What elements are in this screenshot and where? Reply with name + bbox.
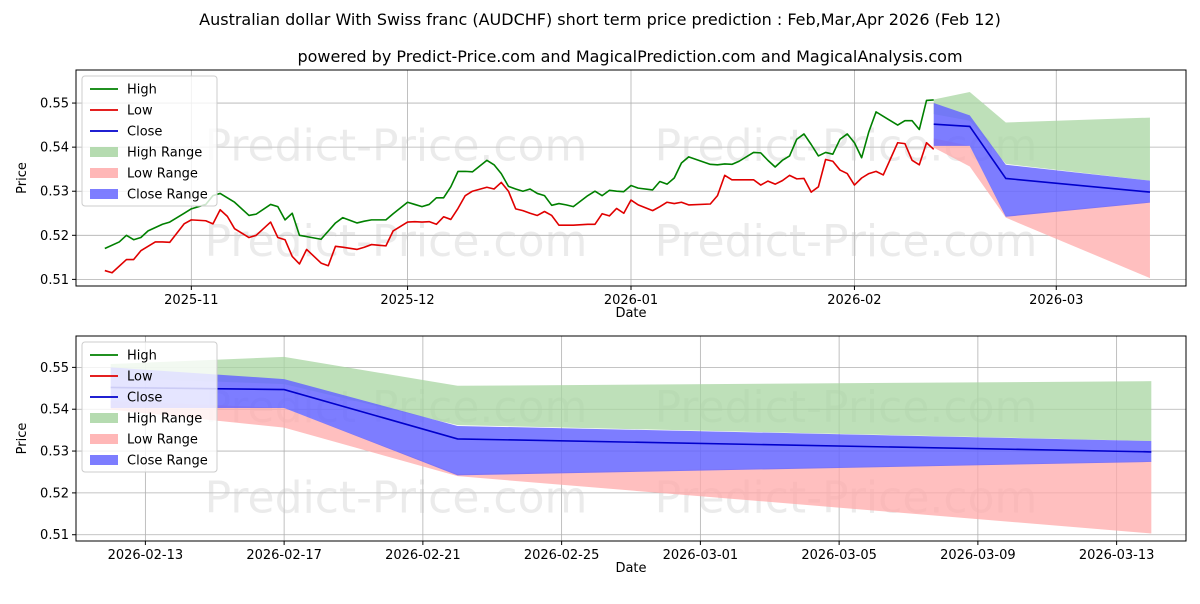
y-tick-label: 0.53	[40, 445, 69, 460]
close-series-line	[933, 123, 1151, 193]
y-tick-label: 0.55	[40, 361, 69, 376]
chart-subtitle: powered by Predict-Price.com and Magical…	[297, 47, 962, 66]
x-tick-label: 2026-03-05	[801, 548, 877, 563]
y-tick-label: 0.51	[40, 528, 69, 543]
x-axis-label: Date	[615, 306, 646, 321]
x-axis-label: Date	[615, 561, 646, 576]
legend-label: Close	[127, 125, 162, 140]
y-axis-label: Price	[15, 423, 30, 455]
legend: High Low Close High Range Low Range Close Ran…	[81, 341, 218, 473]
x-tick-label: 2026-02	[827, 293, 881, 308]
close-range-band	[110, 367, 1152, 476]
watermark-text: Predict-Price.com	[655, 216, 1038, 267]
legend-swatch-low-range	[90, 434, 118, 444]
chart-title: Australian dollar With Swiss franc (AUDC…	[199, 10, 1001, 29]
legend-label: Low	[127, 370, 153, 385]
history-panel: Predict-Price.com Predict-Price.com Predic…	[15, 69, 1187, 321]
y-tick-label: 0.54	[40, 141, 69, 156]
watermark-text: Predict-Price.com	[205, 121, 588, 172]
legend: High Low Close High Range Low Range Close Ran…	[81, 75, 218, 207]
plot-frame	[75, 335, 1187, 542]
x-tick-label: 2025-12	[380, 293, 434, 308]
x-tick-label: 2026-02-13	[108, 548, 184, 563]
x-tick-label: 2026-03	[1029, 293, 1083, 308]
legend-label: High	[127, 83, 157, 98]
y-tick-label: 0.52	[40, 229, 69, 244]
legend-label: Close	[127, 391, 162, 406]
y-tick-label: 0.53	[40, 185, 69, 200]
x-tick-label: 2026-01	[604, 293, 658, 308]
y-tick-label: 0.54	[40, 403, 69, 418]
legend-label: High Range	[127, 412, 202, 427]
x-tick-label: 2026-02-21	[385, 548, 461, 563]
high-range-band	[933, 92, 1150, 181]
x-tick-label: 2026-03-09	[940, 548, 1016, 563]
close-range-band	[933, 103, 1150, 217]
legend-label: Low	[127, 104, 153, 119]
legend-swatch-high-range	[90, 147, 118, 157]
x-tick-label: 2026-03-01	[663, 548, 739, 563]
legend-swatch-close-range	[90, 455, 118, 465]
x-tick-label: 2026-03-13	[1079, 548, 1155, 563]
y-tick-label: 0.51	[40, 273, 69, 288]
legend-swatch-high-range	[90, 413, 118, 423]
x-tick-label: 2026-02-25	[524, 548, 600, 563]
legend-label: Low Range	[127, 167, 198, 182]
legend-label: Close Range	[127, 188, 208, 203]
low-range-band	[933, 138, 1150, 279]
watermark-text: Predict-Price.com	[205, 216, 588, 267]
low-series-line	[104, 141, 935, 274]
x-tick-label: 2026-02-17	[246, 548, 322, 563]
high-range-band	[110, 356, 1152, 442]
y-axis-label: Price	[15, 162, 30, 194]
legend-label: Close Range	[127, 454, 208, 469]
legend-swatch-low-range	[90, 168, 118, 178]
y-tick-label: 0.52	[40, 486, 69, 501]
low-range-band	[110, 400, 1152, 534]
high-series-line	[104, 99, 934, 250]
forecast-panel: Predict-Price.comPredict-Price.comPredic…	[15, 335, 1187, 576]
legend-swatch-close-range	[90, 189, 118, 199]
x-tick-label: 2025-11	[164, 293, 218, 308]
legend-label: Low Range	[127, 433, 198, 448]
legend-label: High	[127, 349, 157, 364]
y-tick-label: 0.55	[40, 97, 69, 112]
legend-label: High Range	[127, 146, 202, 161]
